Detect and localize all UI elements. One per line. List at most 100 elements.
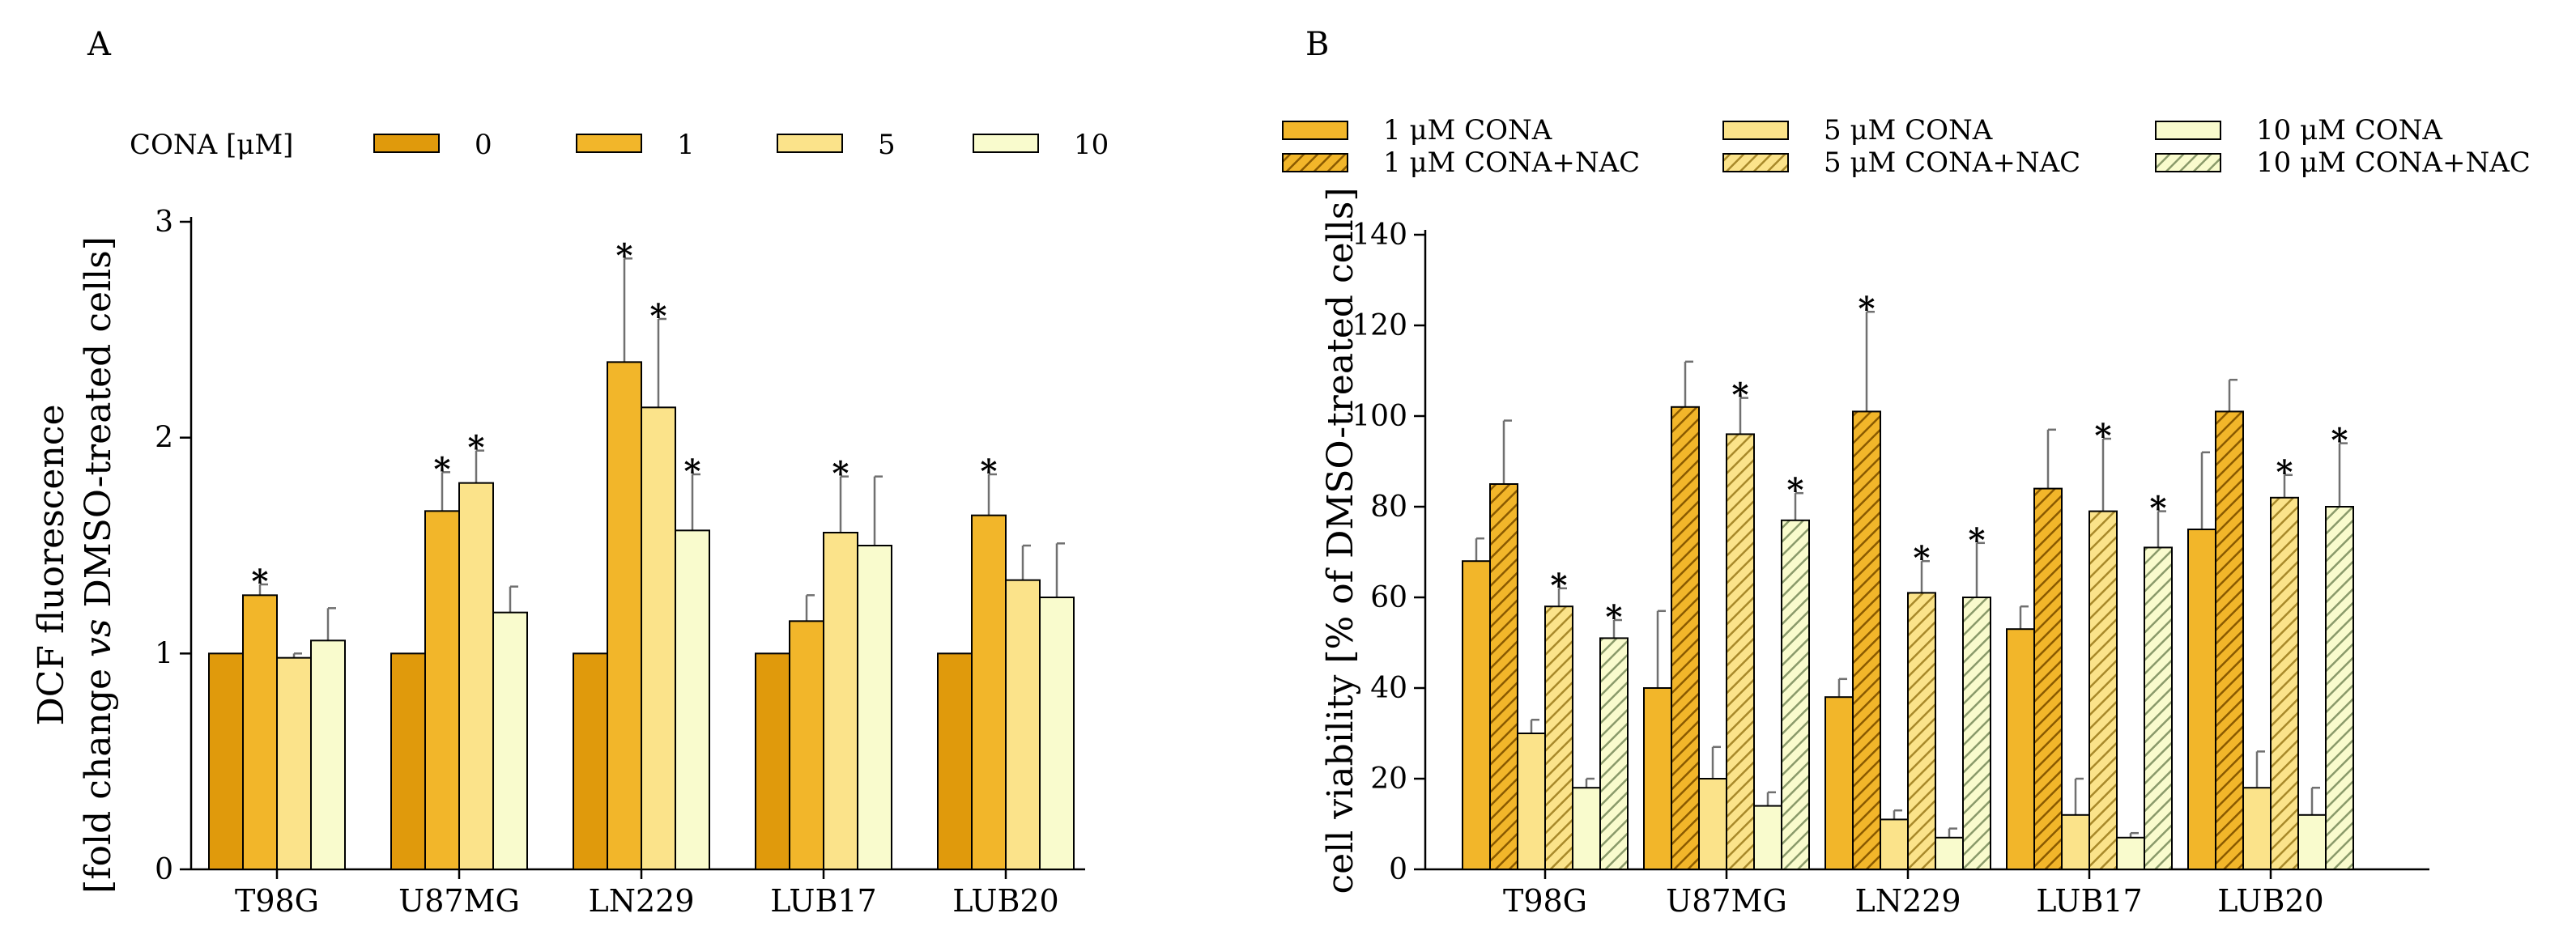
panel-a-chart: 0 1 5 10 0 1 2 3 T98G * U87MG * * LN229 * * * LUB17 * LUB20…: [155, 129, 1109, 919]
bar: [2144, 546, 2173, 871]
bar: [1907, 592, 1936, 871]
bar: [1462, 560, 1491, 870]
bar: [242, 594, 278, 870]
y-tick-label: 0: [155, 853, 173, 886]
legend-label: 1 μM CONA+NAC: [1383, 147, 1640, 179]
legend-label: 5: [878, 129, 896, 161]
x-category-label: U87MG: [1666, 883, 1787, 919]
bar: [1726, 433, 1755, 870]
significance-star: *: [1732, 376, 1749, 414]
bar: [607, 361, 642, 871]
bar: [492, 611, 528, 871]
legend-swatch: [1282, 153, 1348, 172]
bar: [2215, 410, 2244, 870]
bar: [1005, 579, 1041, 871]
significance-star: *: [2331, 422, 2348, 460]
legend-swatch: [1722, 153, 1789, 172]
x-category-label: T98G: [1503, 883, 1587, 919]
bar: [1599, 637, 1629, 871]
y-tick-label: 120: [1352, 309, 1407, 342]
x-category-label: LUB20: [2217, 883, 2323, 919]
bar: [857, 545, 892, 870]
bar: [1489, 483, 1518, 870]
bar: [2270, 496, 2299, 870]
bar: [789, 620, 824, 870]
bar: [937, 652, 973, 870]
legend-swatch: [777, 134, 843, 153]
x-category-label: T98G: [235, 883, 319, 919]
y-tick-label: 3: [155, 206, 173, 239]
significance-star: *: [684, 452, 701, 491]
ylabel-part-2: vs: [78, 619, 119, 657]
significance-star: *: [1606, 598, 1623, 636]
significance-star: *: [434, 450, 451, 488]
significance-star: *: [650, 297, 667, 335]
significance-star: *: [1551, 567, 1568, 605]
bar: [2116, 836, 2145, 871]
bar: [1517, 733, 1546, 870]
y-tick-label: 60: [1370, 581, 1407, 614]
panel-a-label: A: [87, 26, 112, 63]
legend-swatch: [2155, 153, 2221, 172]
legend-label: 10: [1074, 129, 1109, 161]
significance-star: *: [1859, 290, 1876, 328]
significance-star: *: [616, 236, 633, 274]
bar: [2006, 628, 2035, 870]
legend-swatch: [1282, 121, 1348, 140]
y-tick-label: 40: [1370, 672, 1407, 705]
bar: [1671, 406, 1700, 870]
bar: [1781, 519, 1810, 870]
legend-label: 10 μM CONA+NAC: [2256, 147, 2531, 179]
bar: [2061, 813, 2090, 870]
legend-swatch: [973, 134, 1039, 153]
bar: [1039, 597, 1075, 870]
bar: [1544, 605, 1573, 870]
bar: [1824, 696, 1854, 871]
bar: [2325, 506, 2354, 870]
y-tick-label: 100: [1352, 400, 1407, 433]
bar: [573, 652, 608, 870]
legend-label: 5 μM CONA: [1824, 114, 1993, 147]
significance-star: *: [1969, 521, 1986, 559]
significance-star: *: [981, 452, 998, 491]
bar: [458, 482, 494, 871]
y-tick-label: 0: [1389, 853, 1407, 886]
significance-star: *: [2150, 490, 2167, 528]
bar: [208, 652, 244, 870]
panel-a-legend-title: CONA [μM]: [130, 129, 293, 161]
bar: [641, 406, 676, 871]
y-tick-label: 140: [1352, 219, 1407, 252]
legend-label: 5 μM CONA+NAC: [1824, 147, 2080, 179]
bar: [1698, 778, 1727, 870]
bar: [1962, 597, 1991, 870]
legend-label: 1: [677, 129, 695, 161]
x-category-label: LN229: [1854, 883, 1961, 919]
panel-b-ylabel: cell viability [% of DMSO-treated cells]: [1320, 187, 1361, 894]
significance-star: *: [1787, 471, 1804, 509]
bar: [276, 656, 312, 871]
bar: [755, 652, 790, 870]
bar: [2088, 510, 2118, 870]
significance-star: *: [2095, 417, 2112, 455]
bar: [1880, 818, 1909, 871]
x-category-label: LUB17: [2036, 883, 2142, 919]
ylabel-part-1: [fold change: [78, 657, 119, 894]
y-tick-label: 2: [155, 422, 173, 455]
bar: [2242, 787, 2272, 871]
panel-a-ylabel-line2: [fold change vs DMSO-treated cells]: [78, 236, 119, 894]
legend-label: 0: [475, 129, 492, 161]
bar: [1572, 787, 1601, 871]
significance-star: *: [468, 429, 485, 467]
legend-label: 1 μM CONA: [1383, 114, 1552, 147]
x-category-label: LN229: [588, 883, 694, 919]
bar: [1935, 836, 1964, 871]
bar: [424, 510, 460, 870]
bar: [1753, 805, 1782, 870]
x-category-label: LUB20: [952, 883, 1058, 919]
significance-star: *: [1914, 539, 1931, 577]
significance-star: *: [2276, 453, 2293, 491]
panel-b-label: B: [1305, 26, 1329, 63]
bar: [310, 639, 346, 870]
ylabel-part-3: DMSO-treated cells]: [78, 236, 119, 618]
significance-star: *: [832, 455, 849, 493]
